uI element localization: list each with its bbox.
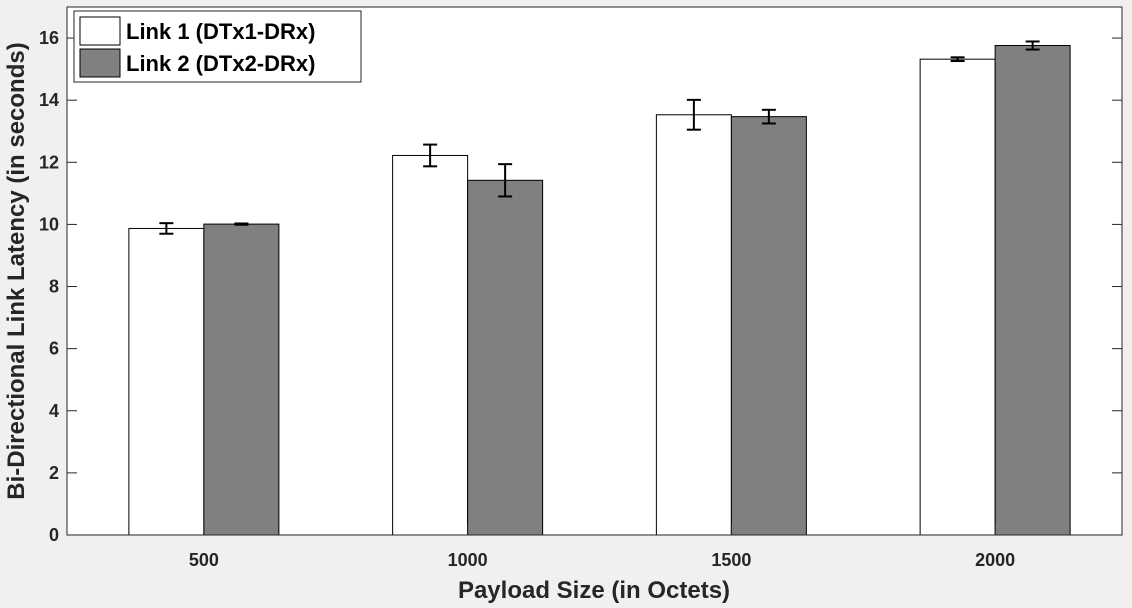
x-tick-label-1000: 1000 xyxy=(448,550,488,570)
legend-label-link1: Link 1 (DTx1-DRx) xyxy=(126,19,315,44)
plot-frame xyxy=(66,6,1123,536)
bar-s1-500 xyxy=(128,227,205,536)
y-tick-label-16: 16 xyxy=(39,28,59,48)
bar-s1-1500 xyxy=(655,114,732,536)
x-tick-label-1500: 1500 xyxy=(711,550,751,570)
x-tick-label-2000: 2000 xyxy=(975,550,1015,570)
bar-s2-2000 xyxy=(994,45,1071,536)
y-tick-label-2: 2 xyxy=(49,463,59,483)
bar-s2-500 xyxy=(203,223,280,536)
bar-s1-1000 xyxy=(392,154,469,536)
legend-swatch-link2 xyxy=(79,48,121,78)
bar-s1-2000 xyxy=(919,58,996,536)
x-axis-title: Payload Size (in Octets) xyxy=(458,577,730,604)
bar-s2-1500 xyxy=(730,116,807,536)
y-axis: 0 2 4 6 8 10 12 14 16 xyxy=(39,28,1122,545)
y-tick-label-4: 4 xyxy=(49,401,59,421)
y-tick-label-6: 6 xyxy=(49,339,59,359)
legend-label-link2: Link 2 (DTx2-DRx) xyxy=(126,51,315,76)
y-tick-label-0: 0 xyxy=(49,525,59,545)
bars-group xyxy=(128,45,1071,536)
x-axis: 500 1000 1500 2000 xyxy=(189,525,1015,570)
y-tick-label-14: 14 xyxy=(39,90,59,110)
y-tick-label-12: 12 xyxy=(39,152,59,172)
y-axis-title: Bi-Directional Link Latency (in seconds) xyxy=(3,42,30,499)
legend-box xyxy=(73,10,362,83)
x-tick-label-500: 500 xyxy=(189,550,219,570)
y-tick-label-8: 8 xyxy=(49,277,59,297)
legend-swatch-link1 xyxy=(79,16,121,46)
legend: Link 1 (DTx1-DRx) Link 2 (DTx2-DRx) xyxy=(73,10,362,83)
bar-s2-1000 xyxy=(467,179,544,536)
error-bars-group xyxy=(159,40,1040,235)
y-tick-label-10: 10 xyxy=(39,214,59,234)
